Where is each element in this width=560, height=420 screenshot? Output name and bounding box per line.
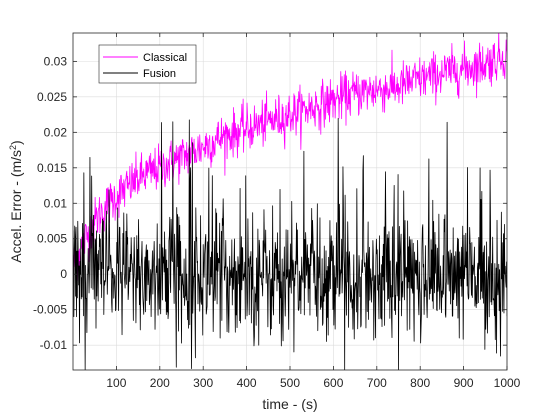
series-line-fusion xyxy=(73,118,507,370)
y-tick-label: -0.005 xyxy=(33,303,67,317)
x-tick-label: 100 xyxy=(106,376,126,390)
x-tick-label: 300 xyxy=(193,376,213,390)
legend-box xyxy=(98,44,197,84)
legend: Classical Fusion xyxy=(98,44,197,84)
y-axis-label: Accel. Error - (m/s2) xyxy=(8,140,24,262)
x-tick-label: 700 xyxy=(367,376,387,390)
y-tick-label: 0.005 xyxy=(37,232,67,246)
x-tick-label: 800 xyxy=(410,376,430,390)
x-axis-label: time - (s) xyxy=(262,396,317,412)
y-axis-label-main: Accel. Error - (m/s xyxy=(8,150,24,263)
y-tick-label: -0.01 xyxy=(40,338,68,352)
y-tick-label: 0.02 xyxy=(44,125,68,139)
y-tick-labels: -0.01 -0.005 0 0.005 0.01 0.015 0.02 0.025 0.03 xyxy=(33,54,67,352)
tick-marks xyxy=(73,33,508,370)
x-tick-label: 500 xyxy=(280,376,300,390)
x-tick-label: 400 xyxy=(237,376,257,390)
y-tick-label: 0.01 xyxy=(44,196,68,210)
y-tick-label: 0 xyxy=(60,267,67,281)
x-tick-label: 900 xyxy=(454,376,474,390)
legend-label-classical: Classical xyxy=(143,52,187,64)
x-tick-label: 1000 xyxy=(494,376,521,390)
legend-label-fusion: Fusion xyxy=(143,68,176,80)
y-tick-label: 0.025 xyxy=(37,90,67,104)
series-line-classical xyxy=(73,33,507,281)
x-tick-labels: 100 200 300 400 500 600 700 800 900 1000 xyxy=(106,376,520,390)
y-axis-label-close: ) xyxy=(8,140,24,145)
x-tick-label: 600 xyxy=(323,376,343,390)
y-tick-label: 0.03 xyxy=(44,54,68,68)
series-layer xyxy=(73,33,507,370)
y-tick-label: 0.015 xyxy=(37,161,67,175)
x-tick-label: 200 xyxy=(150,376,170,390)
y-axis-label-superscript: 2 xyxy=(8,145,18,150)
